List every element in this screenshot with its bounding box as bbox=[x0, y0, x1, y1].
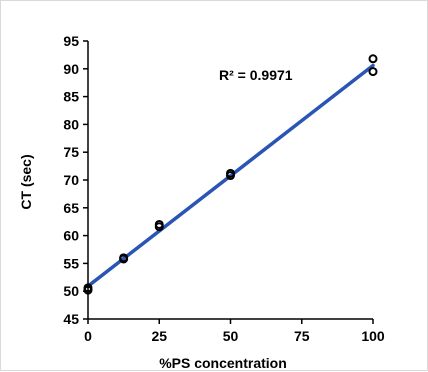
x-tick-label: 0 bbox=[84, 328, 92, 344]
y-tick-label: 90 bbox=[63, 61, 79, 77]
y-tick-label: 55 bbox=[63, 255, 79, 271]
y-tick-label: 95 bbox=[63, 33, 79, 49]
x-tick-label: 75 bbox=[294, 328, 310, 344]
data-point bbox=[154, 219, 164, 229]
y-tick-label: 70 bbox=[63, 172, 79, 188]
x-tick-label: 25 bbox=[151, 328, 167, 344]
data-point bbox=[368, 67, 378, 77]
y-axis-ticks: 45 50 55 60 65 70 75 80 85 90 95 bbox=[63, 33, 88, 327]
y-tick-label: 50 bbox=[63, 283, 79, 299]
data-point bbox=[226, 168, 235, 178]
x-axis-title: %PS concentration bbox=[159, 355, 287, 371]
data-point bbox=[119, 253, 129, 263]
y-tick-label: 85 bbox=[63, 89, 79, 105]
y-tick-label: 65 bbox=[63, 200, 79, 216]
r-squared-annotation: R² = 0.9971 bbox=[219, 67, 293, 83]
y-tick-label: 45 bbox=[63, 311, 79, 327]
x-tick-label: 50 bbox=[223, 328, 239, 344]
y-tick-label: 60 bbox=[63, 228, 79, 244]
y-tick-label: 75 bbox=[63, 144, 79, 160]
x-axis-ticks: 0 25 50 75 100 bbox=[84, 319, 385, 344]
y-axis-title: CT (sec) bbox=[18, 154, 34, 209]
x-tick-label: 100 bbox=[361, 328, 385, 344]
data-point bbox=[368, 54, 378, 64]
y-tick-label: 80 bbox=[63, 116, 79, 132]
